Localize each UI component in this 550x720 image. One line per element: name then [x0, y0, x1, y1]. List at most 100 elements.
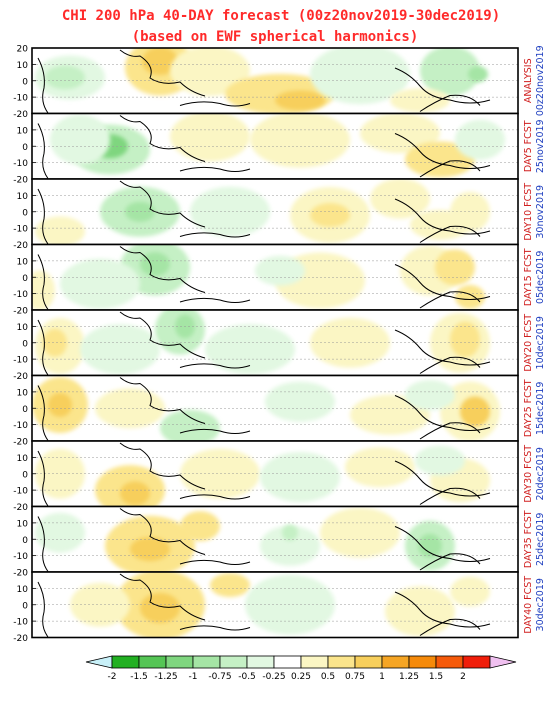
- panel-label: DAY30 FCST: [523, 445, 534, 503]
- y-tick-label: 0: [22, 77, 28, 87]
- shade-area: [418, 533, 442, 558]
- coastline: [37, 49, 491, 114]
- colorbar-swatch: [111, 655, 140, 669]
- shading: [32, 244, 485, 310]
- y-tick-label: -10: [13, 356, 28, 366]
- y-tick-label: -10: [13, 225, 28, 235]
- shade-area: [120, 481, 150, 506]
- y-tick-label: -20: [13, 110, 28, 120]
- panel-date: 05dec2019: [535, 251, 546, 304]
- panel-date: 20dec2019: [535, 447, 546, 500]
- panel-4: 10 0 -10 -20 DAY20 FCST 10dec2019: [13, 309, 546, 382]
- colorbar-max-arrow: [489, 655, 517, 669]
- y-tick-label: -10: [13, 487, 28, 497]
- panel-5: 10 0 -10 -20 DAY25 FCST 15dec2019: [13, 374, 546, 448]
- shade-area: [260, 452, 340, 503]
- shade-area: [245, 574, 335, 635]
- shade-area: [385, 586, 455, 637]
- colorbar-swatch: [219, 655, 248, 669]
- panel-1: 10 0 -10 -20 DAY5 FCST 25nov2019: [13, 112, 546, 186]
- panel-label: DAY40 FCST: [523, 576, 534, 634]
- colorbar-label: -1.5: [130, 672, 148, 682]
- y-tick-label: -10: [13, 618, 28, 628]
- panel-date: 25dec2019: [535, 513, 546, 566]
- shade-area: [310, 203, 350, 228]
- shade-area: [415, 445, 465, 476]
- colorbar-swatch: [408, 655, 437, 669]
- shade-area: [180, 511, 220, 542]
- colorbar-swatch: [192, 655, 221, 669]
- y-tick-label: 10: [17, 257, 29, 267]
- y-tick-label: -20: [13, 372, 28, 382]
- colorbar-label: -0.5: [238, 672, 256, 682]
- panel-date: 15dec2019: [535, 382, 546, 435]
- coastline: [37, 377, 491, 441]
- shading: [50, 113, 505, 178]
- y-tick-label: 10: [17, 323, 29, 333]
- y-tick-label: 10: [17, 454, 29, 464]
- panel-label: DAY5 FCST: [523, 120, 534, 172]
- shade-area: [170, 113, 250, 162]
- shade-area: [32, 270, 55, 310]
- shade-area: [350, 394, 430, 435]
- y-tick-label: 0: [22, 470, 28, 480]
- colorbar-swatch: [273, 655, 302, 669]
- shading: [35, 179, 490, 245]
- shade-area: [255, 255, 305, 286]
- shade-area: [420, 48, 480, 96]
- y-tick-label: 10: [17, 388, 29, 398]
- y-tick-label: -20: [13, 569, 28, 579]
- panel-label: DAY35 FCST: [523, 510, 534, 568]
- y-tick-label: -20: [13, 241, 28, 251]
- coastline: [37, 246, 491, 310]
- colorbar-label: 1.25: [399, 672, 419, 682]
- shade-area: [140, 252, 170, 277]
- panel-date: 00z20nov2019: [535, 45, 546, 116]
- panel-7: 10 0 -10 -20 DAY35 FCST 25dec2019: [13, 505, 546, 579]
- shade-area: [310, 317, 390, 368]
- colorbar-swatch: [327, 655, 356, 669]
- coastline: [37, 115, 491, 179]
- y-tick-label: 0: [22, 274, 28, 284]
- shade-area: [405, 380, 455, 411]
- colorbar-min-arrow: [85, 655, 113, 669]
- y-tick-label: -10: [13, 421, 28, 431]
- y-tick-label: -10: [13, 159, 28, 169]
- shading: [35, 445, 490, 507]
- shade-area: [80, 324, 160, 375]
- shade-area: [48, 392, 72, 417]
- shade-area: [140, 593, 180, 624]
- shade-area: [45, 65, 85, 90]
- chart-title: CHI 200 hPa 40-DAY forecast (00z20nov201…: [61, 8, 501, 24]
- coastline: [37, 442, 491, 507]
- shade-area: [190, 186, 270, 237]
- colorbar-label: 0.5: [321, 672, 335, 682]
- shade-area: [360, 113, 440, 154]
- y-tick-label: 0: [22, 405, 28, 415]
- colorbar-label: -2: [108, 672, 117, 682]
- colorbar-label: 1: [379, 672, 385, 682]
- panel-date: 25nov2019: [535, 119, 546, 173]
- shade-area: [450, 321, 480, 358]
- y-tick-label: 20: [17, 45, 29, 55]
- coastline: [37, 573, 491, 638]
- panel-date: 30nov2019: [535, 185, 546, 239]
- y-tick-label: 10: [17, 126, 29, 136]
- panel-label: DAY10 FCST: [523, 183, 534, 241]
- shading: [35, 507, 455, 572]
- shade-area: [130, 537, 170, 562]
- shade-area: [450, 191, 490, 232]
- shade-area: [43, 328, 67, 357]
- colorbar-label: 1.5: [429, 672, 443, 682]
- shade-area: [450, 576, 490, 607]
- panel-8: 10 0 -10 -20 DAY40 FCST 30dec2019: [13, 571, 546, 644]
- panel-label: ANALYSIS: [523, 58, 534, 103]
- colorbar: -2 -1.5 -1.25 -1 -0.75 -0.5 -0.25 0.25 0.5 0.75 1 1…: [85, 655, 517, 682]
- colorbar-swatch: [246, 655, 275, 669]
- shade-area: [160, 409, 220, 441]
- y-tick-label: 10: [17, 519, 29, 529]
- panel-2: 10 0 -10 -20 DAY10 FCST 30nov2019: [13, 178, 546, 251]
- panel-label: DAY20 FCST: [523, 314, 534, 372]
- shade-area: [250, 113, 350, 168]
